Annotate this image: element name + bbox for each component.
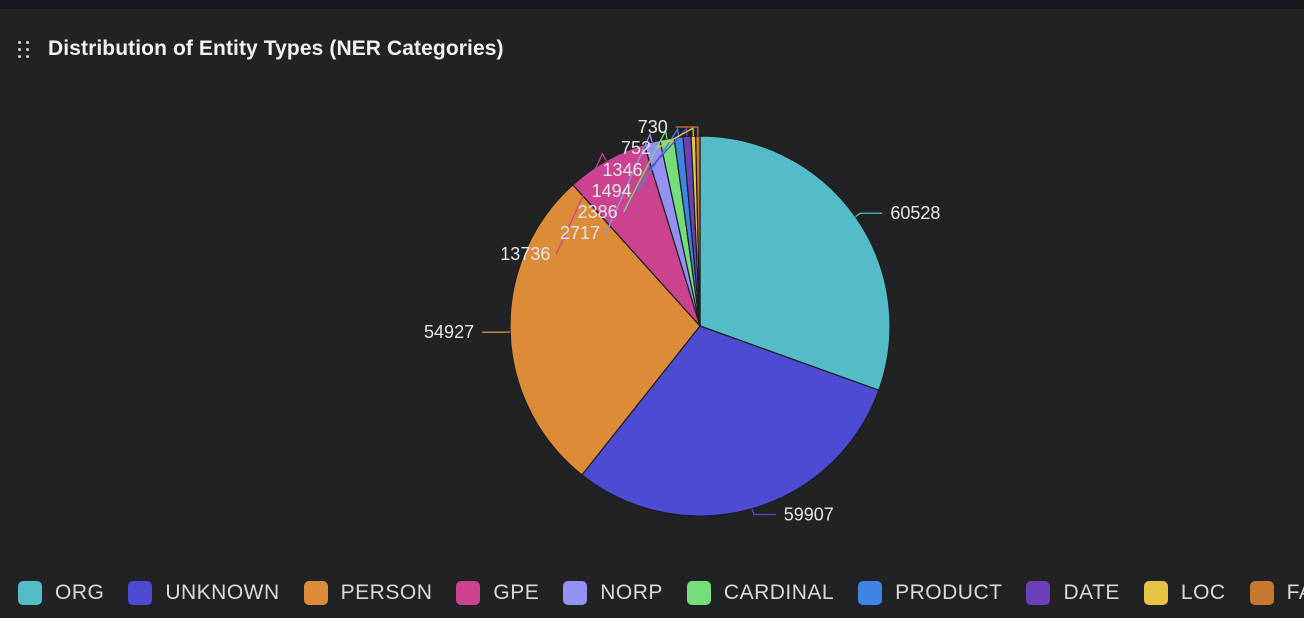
legend-item-norp[interactable]: NORP	[563, 581, 663, 605]
chart-header: Distribution of Entity Types (NER Catego…	[18, 34, 504, 64]
leader-line-unknown	[751, 508, 776, 516]
legend-item-product[interactable]: PRODUCT	[858, 581, 1002, 605]
legend-label: ORG	[55, 581, 105, 604]
leader-line-loc	[656, 127, 695, 149]
leader-line-fac	[675, 126, 699, 137]
data-label-product: 1494	[592, 181, 632, 201]
leader-line-norp	[605, 132, 653, 234]
legend-item-gpe[interactable]: GPE	[456, 581, 539, 605]
legend-label: CARDINAL	[723, 581, 835, 604]
legend-item-date[interactable]: DATE	[1026, 581, 1119, 605]
legend-item-org[interactable]: ORG	[18, 581, 104, 605]
leader-line-product	[637, 127, 680, 192]
legend-swatch	[18, 581, 42, 605]
pie-slice-org[interactable]	[699, 135, 891, 392]
leader-line-cardinal	[623, 129, 668, 213]
legend-label: PRODUCT	[895, 581, 1003, 604]
data-label-unknown: 59907	[784, 504, 834, 524]
pie-slice-person[interactable]	[509, 183, 701, 476]
legend-label: LOC	[1180, 581, 1226, 604]
legend-swatch	[563, 581, 588, 605]
top-bar	[0, 0, 1304, 9]
legend-label: PERSON	[340, 581, 433, 604]
data-label-cardinal: 2386	[578, 202, 618, 222]
legend-swatch	[1026, 581, 1051, 605]
drag-handle-icon[interactable]	[18, 40, 32, 58]
pie-chart: 60528 59907 54927 13736 27172386149413467527…	[424, 117, 940, 524]
chart-legend: ORG UNKNOWN PERSON GPE NORP CARDINAL PRODUCT DA…	[18, 578, 1304, 608]
chart-title: Distribution of Entity Types (NER Catego…	[48, 37, 504, 60]
legend-swatch	[1143, 581, 1168, 605]
legend-swatch	[128, 581, 153, 605]
legend-swatch	[1249, 581, 1274, 605]
leader-line-date	[648, 126, 688, 171]
data-label-fac: 730	[638, 117, 668, 137]
legend-swatch	[456, 581, 481, 605]
legend-item-person[interactable]: PERSON	[303, 581, 433, 605]
legend-label: GPE	[493, 581, 540, 604]
data-label-loc: 752	[621, 138, 651, 158]
legend-item-cardinal[interactable]: CARDINAL	[686, 581, 835, 605]
data-label-date: 1346	[602, 160, 642, 180]
data-label-org: 60528	[890, 203, 940, 223]
legend-label: UNKNOWN	[165, 581, 280, 604]
legend-label: DATE	[1063, 581, 1120, 604]
legend-swatch	[303, 581, 328, 605]
data-label-person: 54927	[424, 322, 474, 342]
leader-line-gpe	[555, 152, 607, 255]
leader-line-org	[855, 212, 883, 218]
legend-swatch	[686, 581, 711, 605]
legend-item-fac[interactable]: FAC	[1249, 581, 1304, 605]
legend-label: NORP	[600, 581, 663, 604]
legend-swatch	[858, 581, 883, 605]
data-label-norp: 2717	[560, 223, 600, 243]
legend-item-unknown[interactable]: UNKNOWN	[128, 581, 279, 605]
legend-item-loc[interactable]: LOC	[1143, 581, 1226, 605]
data-label-gpe: 13736	[500, 244, 550, 264]
legend-label: FAC	[1286, 581, 1304, 604]
